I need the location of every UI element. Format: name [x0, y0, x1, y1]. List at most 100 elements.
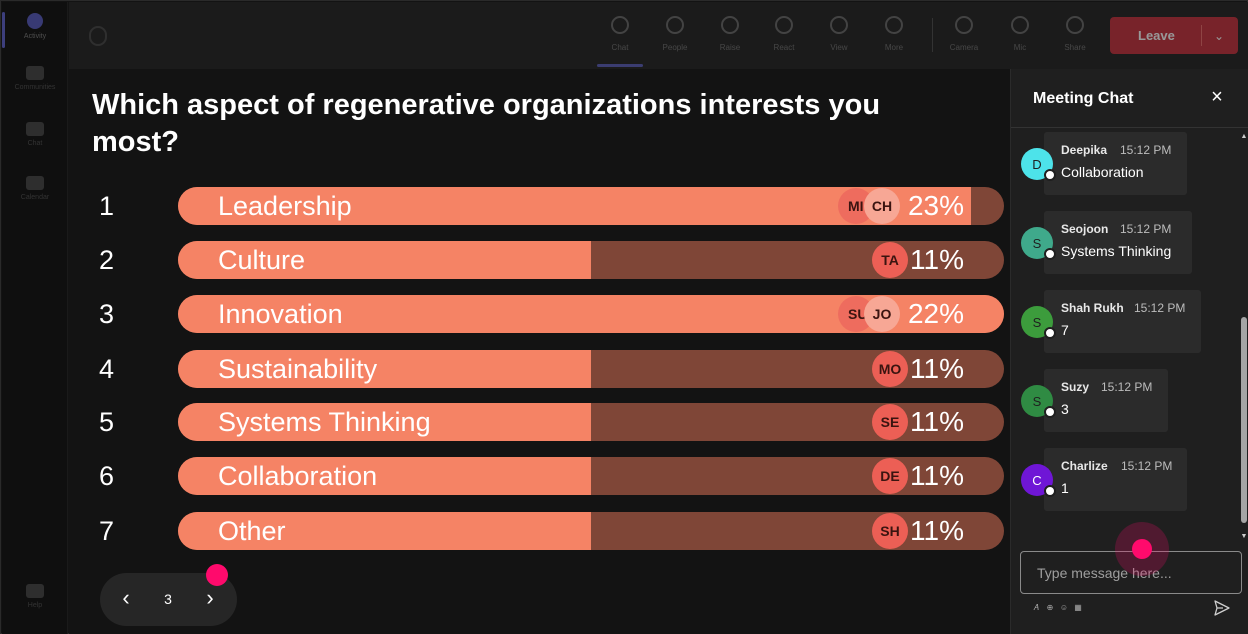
sender-name: Charlize — [1061, 459, 1108, 473]
close-icon[interactable]: × — [1211, 86, 1223, 108]
calendar-icon — [26, 175, 44, 190]
chat-icon — [611, 16, 629, 34]
message-time: 15:12 PM — [1120, 222, 1172, 236]
sender-name: Seojoon — [1061, 222, 1109, 236]
mic-button[interactable]: Mic — [998, 12, 1042, 60]
presence-icon — [1044, 485, 1056, 497]
message-text: Collaboration — [1061, 164, 1144, 180]
voter-avatar: DE — [872, 458, 908, 494]
page-number: 3 — [164, 591, 172, 607]
scroll-down-icon[interactable]: ▼ — [1240, 533, 1248, 540]
people-icon — [666, 16, 684, 34]
chevron-down-icon[interactable]: ⌄ — [1213, 29, 1224, 43]
message-bubble: Seojoon 15:12 PM Systems Thinking — [1044, 211, 1192, 274]
more-button[interactable]: More — [872, 12, 916, 60]
result-bar-fill — [178, 403, 591, 441]
message-time: 15:12 PM — [1120, 143, 1172, 157]
chat-message: Suzy 15:12 PM 3 S — [1011, 369, 1237, 433]
toolbar-divider — [932, 18, 933, 52]
leave-button[interactable]: Leave ⌄ — [1110, 17, 1238, 54]
chat-scrollbar[interactable]: ▲ ▼ — [1239, 129, 1248, 543]
people-button[interactable]: People — [653, 12, 697, 60]
message-bubble: Shah Rukh 15:12 PM 7 — [1044, 290, 1201, 353]
result-bar-fill — [178, 350, 591, 388]
chat-button[interactable]: Chat — [598, 12, 642, 60]
gif-icon[interactable]: ▦ — [1074, 603, 1082, 612]
message-time: 15:12 PM — [1101, 380, 1153, 394]
view-button[interactable]: View — [817, 12, 861, 60]
sender-name: Suzy — [1061, 380, 1090, 394]
chevron-left-icon[interactable]: ‹ — [122, 585, 130, 610]
rail-item-help[interactable]: Help — [2, 572, 68, 620]
communities-icon — [26, 65, 44, 80]
chat-message-list[interactable]: Deepika 15:12 PM Collaboration D Seojoon… — [1011, 129, 1237, 541]
rail-item-activity[interactable]: Activity — [2, 2, 68, 50]
share-button[interactable]: Share — [1053, 12, 1097, 60]
scroll-up-icon[interactable]: ▲ — [1240, 133, 1248, 140]
click-indicator — [206, 564, 228, 586]
poll-option-row: 6 Collaboration DE 11% — [69, 457, 1010, 495]
raise-hand-button[interactable]: Raise — [708, 12, 752, 60]
rail-item-chat[interactable]: Chat — [2, 110, 68, 158]
rail-item-communities[interactable]: Communities — [2, 54, 68, 102]
poll-option-row: 1 Leadership MI CH 23% — [69, 187, 1010, 225]
option-percent: 23% — [907, 190, 964, 221]
emoji-icon[interactable]: ☺ — [1059, 603, 1069, 612]
option-label: Innovation — [218, 299, 343, 329]
presence-icon — [1044, 327, 1056, 339]
voter-avatar: SE — [872, 404, 908, 440]
attach-icon[interactable]: ⊕ — [1046, 603, 1054, 612]
chat-title: Meeting Chat — [1033, 90, 1134, 107]
message-input[interactable] — [1021, 552, 1241, 593]
option-percent: 11% — [910, 515, 964, 546]
format-icon[interactable]: 𝐴 — [1033, 603, 1039, 612]
option-number: 6 — [99, 461, 115, 491]
result-bar: Innovation SU JO 22% — [178, 295, 1004, 333]
meeting-chat-panel: Meeting Chat × Deepika 15:12 PM Collabor… — [1010, 69, 1248, 634]
toolbar-label: View — [830, 43, 848, 52]
rail-label: Calendar — [20, 193, 50, 201]
toolbar-label: React — [773, 43, 795, 52]
smile-icon — [775, 16, 793, 34]
message-time: 15:12 PM — [1121, 459, 1173, 473]
poll-option-row: 2 Culture TA 11% — [69, 241, 1010, 279]
option-label: Systems Thinking — [218, 407, 431, 437]
chat-icon — [26, 121, 44, 136]
option-label: Leadership — [218, 191, 352, 221]
message-compose-box — [1020, 551, 1242, 594]
toolbar-label: Share — [1064, 43, 1086, 52]
react-button[interactable]: React — [762, 12, 806, 60]
voter-avatar: TA — [872, 242, 908, 278]
option-number: 3 — [99, 299, 115, 329]
result-bar: Sustainability MO 11% — [178, 350, 1004, 388]
scrollbar-thumb[interactable] — [1241, 317, 1247, 523]
message-bubble: Deepika 15:12 PM Collaboration — [1044, 132, 1187, 195]
toolbar-label: Camera — [949, 43, 979, 52]
presence-icon — [1044, 169, 1056, 181]
message-bubble: Charlize 15:12 PM 1 — [1044, 448, 1187, 511]
more-icon — [885, 16, 903, 34]
presence-icon — [1044, 406, 1056, 418]
rail-item-calendar[interactable]: Calendar — [2, 164, 68, 212]
option-percent: 11% — [910, 353, 964, 384]
bell-icon — [27, 12, 43, 29]
message-text: 7 — [1061, 322, 1069, 338]
result-bar: Leadership MI CH 23% — [178, 187, 1004, 225]
voter-avatar: JO — [864, 296, 900, 332]
message-text: Systems Thinking — [1061, 243, 1172, 259]
poll-option-row: 7 Other SH 11% — [69, 512, 1010, 550]
chat-header: Meeting Chat × — [1011, 69, 1248, 128]
option-number: 4 — [99, 354, 115, 384]
voter-avatar: MO — [872, 351, 908, 387]
toolbar-label: Mic — [1013, 43, 1027, 52]
chevron-right-icon[interactable]: › — [206, 585, 214, 610]
chat-active-indicator — [597, 64, 643, 67]
camera-button[interactable]: Camera — [942, 12, 986, 60]
result-bar-fill — [178, 512, 591, 550]
leave-label: Leave — [1138, 28, 1175, 43]
send-icon[interactable] — [1213, 599, 1231, 617]
result-bar-fill — [178, 241, 591, 279]
option-number: 5 — [99, 407, 115, 437]
rail-label: Chat — [27, 139, 43, 147]
